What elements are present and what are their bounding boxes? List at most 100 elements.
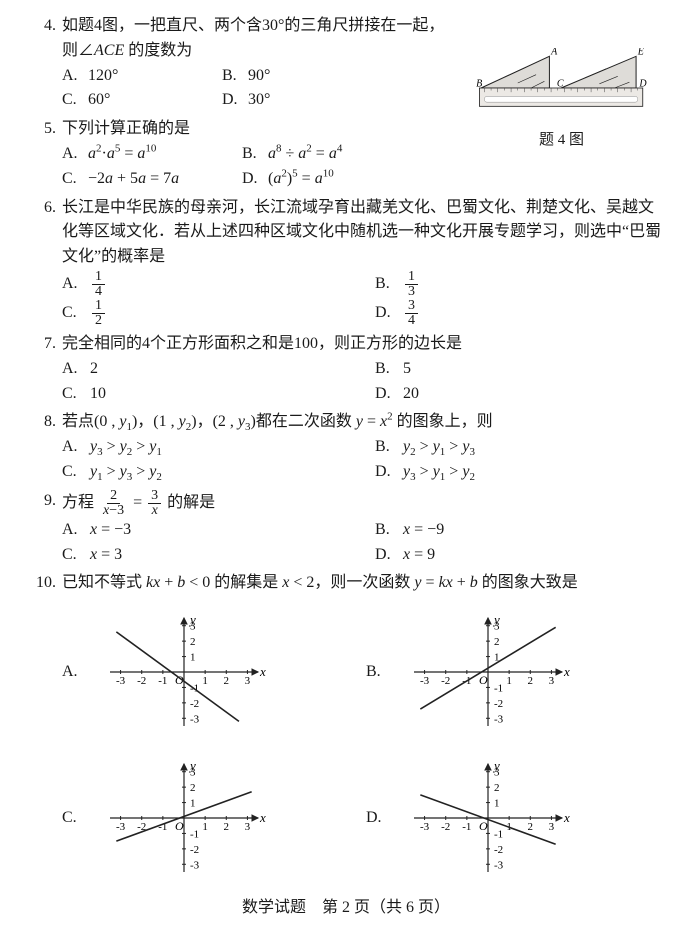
svg-text:-3: -3 [116, 821, 126, 833]
svg-text:x: x [259, 810, 266, 825]
qtext-9: 方程 2x−3 = 3x 的解是 [62, 489, 664, 518]
question-9: 9. 方程 2x−3 = 3x 的解是 A.x = −3 B.x = −9 C.… [28, 489, 664, 568]
svg-text:1: 1 [506, 675, 512, 687]
svg-text:-2: -2 [441, 821, 450, 833]
q4-opt-B: B.90° [222, 64, 372, 89]
svg-text:y: y [492, 758, 500, 773]
q8-opt-A: A.y3 > y2 > y1 [62, 435, 351, 460]
qnum-10: 10. [28, 571, 62, 596]
svg-text:y: y [188, 758, 196, 773]
q5-opt-C: C.−2a + 5a = 7a [62, 167, 232, 192]
svg-text:1: 1 [494, 798, 500, 810]
q10-row-2: C. -3-2-1123-3-2-1123xyO D. -3-2-1123-3-… [62, 748, 664, 888]
svg-text:-2: -2 [190, 698, 199, 710]
q7-opt-A: A.2 [62, 357, 351, 382]
q4-opt-A: A.120° [62, 64, 212, 89]
svg-text:-3: -3 [116, 675, 126, 687]
svg-text:y: y [492, 612, 500, 627]
q10-graph-A: -3-2-1123-3-2-1123xyO [94, 602, 274, 742]
svg-text:2: 2 [494, 782, 500, 794]
q10-graph-B: -3-2-1123-3-2-1123xyO [398, 602, 578, 742]
q10-graph-D: -3-2-1123-3-2-1123xyO [398, 748, 578, 888]
svg-text:-1: -1 [494, 683, 503, 695]
qnum-9: 9. [28, 489, 62, 514]
svg-text:2: 2 [494, 636, 500, 648]
svg-text:1: 1 [202, 821, 208, 833]
q6-opt-D: D.34 [375, 299, 664, 328]
q4-opt-C: C.60° [62, 88, 212, 113]
svg-text:-1: -1 [158, 675, 167, 687]
q8-opt-C: C.y1 > y3 > y2 [62, 460, 351, 485]
svg-text:3: 3 [549, 821, 555, 833]
q10-opt-B-label: B. [366, 660, 398, 685]
svg-text:x: x [259, 664, 266, 679]
svg-text:-2: -2 [137, 675, 146, 687]
svg-text:x: x [563, 810, 570, 825]
q7-opt-D: D.20 [375, 382, 664, 407]
svg-text:-3: -3 [420, 675, 430, 687]
svg-text:y: y [188, 612, 196, 627]
q9-opt-C: C.x = 3 [62, 543, 351, 568]
q8-opt-D: D.y3 > y1 > y2 [375, 460, 664, 485]
q7-opt-C: C.10 [62, 382, 351, 407]
svg-text:-3: -3 [420, 821, 430, 833]
svg-text:-3: -3 [494, 859, 504, 871]
svg-text:1: 1 [190, 652, 196, 664]
qtext-10: 已知不等式 kx + b < 0 的解集是 x < 2，则一次函数 y = kx… [62, 571, 664, 596]
svg-text:2: 2 [190, 782, 196, 794]
svg-text:3: 3 [245, 675, 251, 687]
q8-opt-B: B.y2 > y1 > y3 [375, 435, 664, 460]
q5-opt-B: B.a8 ÷ a2 = a4 [242, 142, 412, 167]
q7-opt-B: B.5 [375, 357, 664, 382]
svg-text:x: x [563, 664, 570, 679]
qnum-7: 7. [28, 332, 62, 357]
svg-text:-2: -2 [494, 698, 503, 710]
question-6: 6. 长江是中华民族的母亲河，长江流域孕育出藏羌文化、巴蜀文化、荆楚文化、吴越文… [28, 196, 664, 328]
exam-page: A E B C D 题 4 图 4. 如题4图，一把直尺、两个含30°的三角尺拼… [0, 0, 692, 929]
svg-text:2: 2 [224, 821, 230, 833]
q10-graph-C: -3-2-1123-3-2-1123xyO [94, 748, 274, 888]
qtext-7: 完全相同的4个正方形面积之和是100，则正方形的边长是 [62, 332, 664, 357]
svg-text:-1: -1 [494, 829, 503, 841]
qtext-8: 若点(0 , y1)，(1 , y2)，(2 , y3)都在二次函数 y = x… [62, 410, 664, 435]
q10-opt-D-label: D. [366, 806, 398, 831]
svg-text:-2: -2 [190, 844, 199, 856]
qnum-8: 8. [28, 410, 62, 435]
svg-text:2: 2 [190, 636, 196, 648]
q6-opt-B: B.13 [375, 270, 664, 299]
label-C: C [557, 78, 564, 89]
question-8: 8. 若点(0 , y1)，(1 , y2)，(2 , y3)都在二次函数 y … [28, 410, 664, 484]
qnum-6: 6. [28, 196, 62, 221]
svg-text:3: 3 [245, 821, 251, 833]
svg-text:2: 2 [224, 675, 230, 687]
svg-text:O: O [479, 819, 488, 833]
svg-text:2: 2 [528, 675, 534, 687]
label-D: D [638, 78, 647, 89]
q4-opt-D: D.30° [222, 88, 372, 113]
label-B: B [476, 78, 482, 89]
label-A: A [550, 48, 558, 58]
svg-text:1: 1 [190, 798, 196, 810]
q9-opt-A: A.x = −3 [62, 518, 351, 543]
svg-text:2: 2 [528, 821, 534, 833]
page-footer: 数学试题 第 2 页（共 6 页） [28, 896, 664, 921]
qnum-4: 4. [28, 14, 62, 39]
figure-q4-caption: 题 4 图 [459, 129, 664, 152]
svg-text:3: 3 [549, 675, 555, 687]
svg-text:-2: -2 [494, 844, 503, 856]
svg-text:O: O [175, 819, 184, 833]
q9-opt-B: B.x = −9 [375, 518, 664, 543]
svg-text:-3: -3 [494, 713, 504, 725]
q6-opt-C: C.12 [62, 299, 351, 328]
question-7: 7. 完全相同的4个正方形面积之和是100，则正方形的边长是 A.2 B.5 C… [28, 332, 664, 406]
qtext-6: 长江是中华民族的母亲河，长江流域孕育出藏羌文化、巴蜀文化、荆楚文化、吴越文化等区… [62, 196, 664, 270]
svg-text:-1: -1 [190, 829, 199, 841]
q10-opt-A-label: A. [62, 660, 94, 685]
svg-text:-3: -3 [190, 713, 200, 725]
label-E: E [637, 48, 644, 58]
q5-opt-A: A.a2·a5 = a10 [62, 142, 232, 167]
qnum-5: 5. [28, 117, 62, 142]
q6-opt-A: A.14 [62, 270, 351, 299]
q10-opt-C-label: C. [62, 806, 94, 831]
q10-row-1: A. -3-2-1123-3-2-1123xyO B. -3-2-1123-3-… [62, 602, 664, 742]
